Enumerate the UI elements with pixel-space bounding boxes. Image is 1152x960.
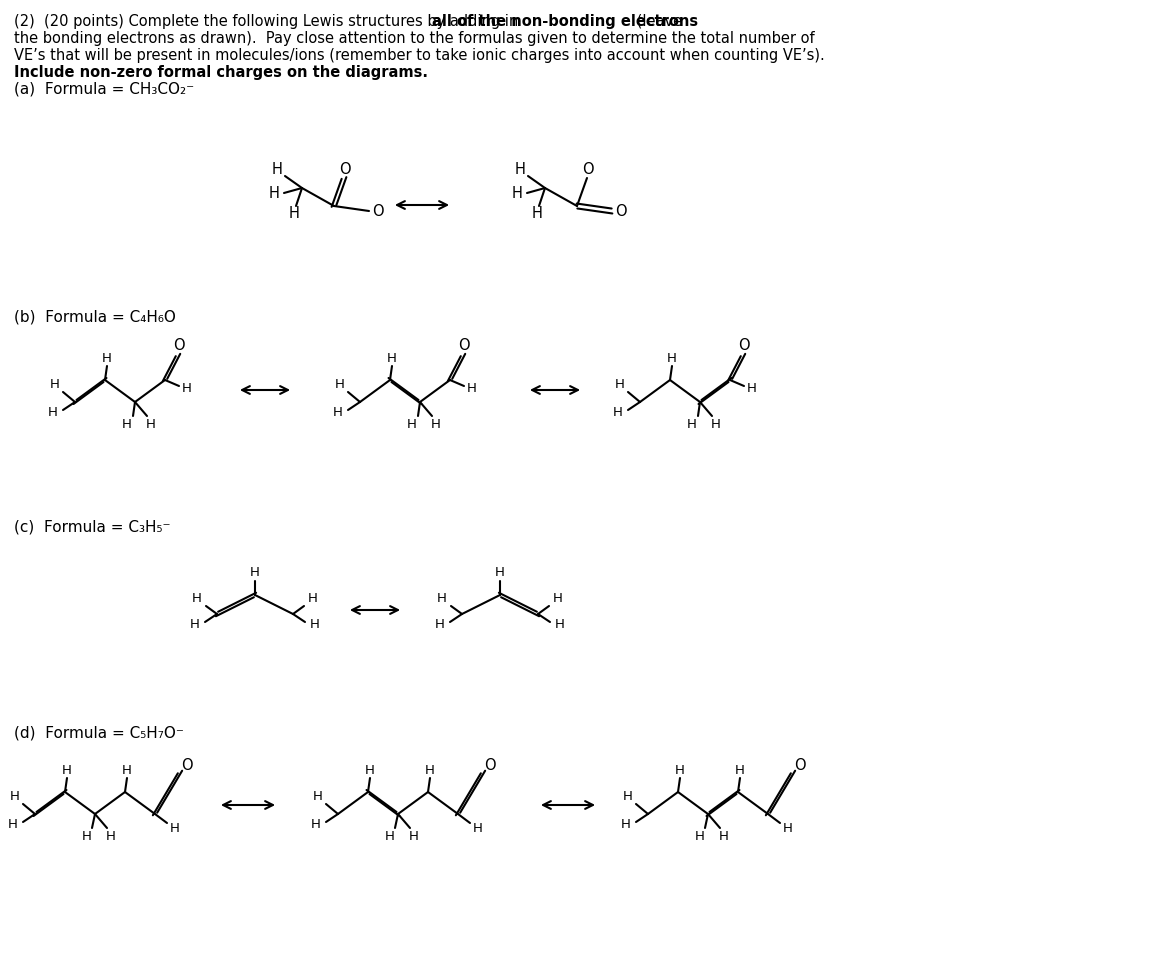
Text: H: H: [621, 818, 631, 830]
Text: H: H: [106, 829, 116, 843]
Text: H: H: [695, 829, 705, 843]
Text: (leave: (leave: [632, 14, 682, 29]
Text: H: H: [675, 763, 685, 777]
Text: H: H: [613, 405, 623, 419]
Text: H: H: [437, 591, 447, 605]
Text: H: H: [335, 377, 344, 391]
Text: Include non-zero formal charges on the diagrams.: Include non-zero formal charges on the d…: [14, 65, 429, 80]
Text: H: H: [82, 829, 92, 843]
Text: H: H: [385, 829, 395, 843]
Text: H: H: [190, 617, 200, 631]
Text: H: H: [50, 377, 60, 391]
Text: H: H: [103, 351, 112, 365]
Text: all of the non-bonding electrons: all of the non-bonding electrons: [432, 14, 698, 29]
Text: H: H: [333, 405, 343, 419]
Text: H: H: [192, 591, 202, 605]
Text: O: O: [484, 757, 495, 773]
Text: (2)  (20 points) Complete the following Lewis structures by adding in: (2) (20 points) Complete the following L…: [14, 14, 523, 29]
Text: H: H: [667, 351, 677, 365]
Text: H: H: [310, 617, 320, 631]
Text: H: H: [268, 185, 280, 201]
Text: H: H: [711, 418, 721, 430]
Text: H: H: [687, 418, 697, 430]
Text: H: H: [783, 822, 793, 834]
Text: H: H: [467, 381, 477, 395]
Text: the bonding electrons as drawn).  Pay close attention to the formulas given to d: the bonding electrons as drawn). Pay clo…: [14, 31, 814, 46]
Text: H: H: [250, 566, 260, 580]
Text: H: H: [122, 418, 132, 430]
Text: H: H: [146, 418, 156, 430]
Text: H: H: [308, 591, 318, 605]
Text: O: O: [181, 757, 192, 773]
Text: H: H: [623, 789, 632, 803]
Text: H: H: [182, 381, 192, 395]
Text: (a)  Formula = CH₃CO₂⁻: (a) Formula = CH₃CO₂⁻: [14, 82, 195, 97]
Text: (c)  Formula = C₃H₅⁻: (c) Formula = C₃H₅⁻: [14, 520, 170, 535]
Text: O: O: [173, 338, 184, 352]
Text: O: O: [458, 338, 470, 352]
Text: H: H: [495, 566, 505, 580]
Text: H: H: [431, 418, 441, 430]
Text: H: H: [531, 206, 543, 222]
Text: H: H: [407, 418, 417, 430]
Text: H: H: [288, 206, 300, 222]
Text: H: H: [553, 591, 563, 605]
Text: H: H: [746, 381, 757, 395]
Text: O: O: [582, 161, 593, 177]
Text: H: H: [735, 763, 745, 777]
Text: H: H: [473, 822, 483, 834]
Text: H: H: [311, 818, 321, 830]
Text: (b)  Formula = C₄H₆O: (b) Formula = C₄H₆O: [14, 310, 176, 325]
Text: H: H: [555, 617, 564, 631]
Text: H: H: [272, 162, 282, 178]
Text: H: H: [615, 377, 624, 391]
Text: O: O: [372, 204, 384, 220]
Text: H: H: [122, 763, 132, 777]
Text: H: H: [425, 763, 435, 777]
Text: H: H: [409, 829, 419, 843]
Text: H: H: [365, 763, 374, 777]
Text: H: H: [8, 818, 18, 830]
Text: H: H: [170, 822, 180, 834]
Text: O: O: [339, 161, 351, 177]
Text: O: O: [794, 757, 805, 773]
Text: H: H: [435, 617, 445, 631]
Text: H: H: [387, 351, 397, 365]
Text: H: H: [719, 829, 729, 843]
Text: O: O: [738, 338, 750, 352]
Text: H: H: [511, 185, 523, 201]
Text: H: H: [62, 763, 71, 777]
Text: H: H: [10, 789, 20, 803]
Text: H: H: [515, 162, 525, 178]
Text: (d)  Formula = C₅H₇O⁻: (d) Formula = C₅H₇O⁻: [14, 725, 184, 740]
Text: VE’s that will be present in molecules/ions (remember to take ionic charges into: VE’s that will be present in molecules/i…: [14, 48, 825, 63]
Text: H: H: [313, 789, 323, 803]
Text: O: O: [615, 204, 627, 220]
Text: H: H: [48, 405, 58, 419]
